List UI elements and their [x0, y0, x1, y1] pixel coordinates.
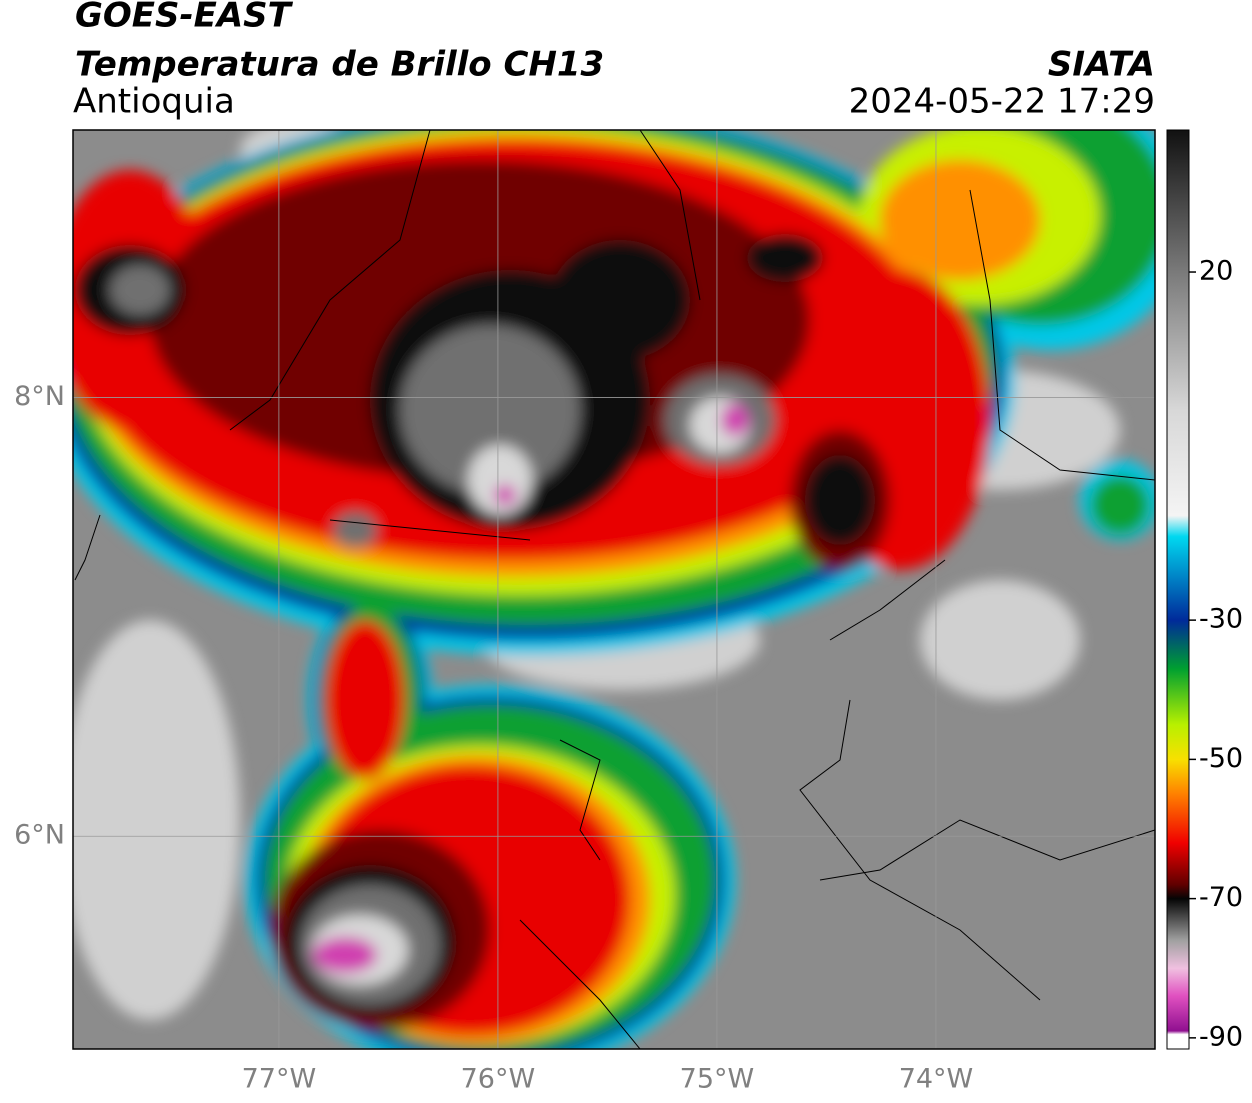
cloud: [550, 240, 690, 360]
x-tick-label: 77°W: [242, 1064, 317, 1095]
colorbar-tick-label: -90: [1199, 1021, 1243, 1052]
cloud: [1090, 475, 1150, 535]
cloud: [920, 580, 1080, 700]
datetime: 2024-05-22 17:29: [849, 82, 1155, 122]
cloud: [110, 265, 170, 315]
colorbar-tick-label: -30: [1199, 604, 1243, 635]
cloud: [325, 620, 405, 780]
cloud: [313, 937, 377, 973]
cloud: [721, 404, 749, 436]
y-tick-label: 8°N: [14, 381, 65, 412]
colorbar-tick-label: -70: [1199, 882, 1243, 913]
map-frame: [72, 129, 1156, 1050]
colorbar: [1166, 129, 1190, 1050]
title: GOES-EAST: [75, 0, 294, 36]
cloud: [880, 160, 1040, 280]
cloud: [805, 455, 875, 545]
borders: [74, 130, 1155, 1049]
cloud: [73, 620, 240, 1020]
cloud: [400, 325, 580, 495]
region: Antioquia: [73, 82, 235, 122]
x-tick-label: 75°W: [680, 1064, 755, 1095]
y-tick-label: 6°N: [14, 820, 65, 851]
cloud: [494, 485, 516, 505]
cloud: [333, 512, 377, 548]
cloud-layers: [73, 130, 1155, 1049]
cloud: [468, 445, 532, 515]
source: SIATA: [1048, 45, 1155, 85]
x-tick-label: 74°W: [899, 1064, 974, 1095]
x-tick-label: 76°W: [461, 1064, 536, 1095]
border-lines: [74, 130, 1155, 1049]
cloud: [747, 234, 823, 282]
satellite-imagery: [73, 130, 1155, 1049]
colorbar-tick-label: -50: [1199, 743, 1243, 774]
colorbar-tick-label: 20: [1199, 256, 1233, 287]
subtitle: Temperatura de Brillo CH13: [75, 45, 604, 85]
